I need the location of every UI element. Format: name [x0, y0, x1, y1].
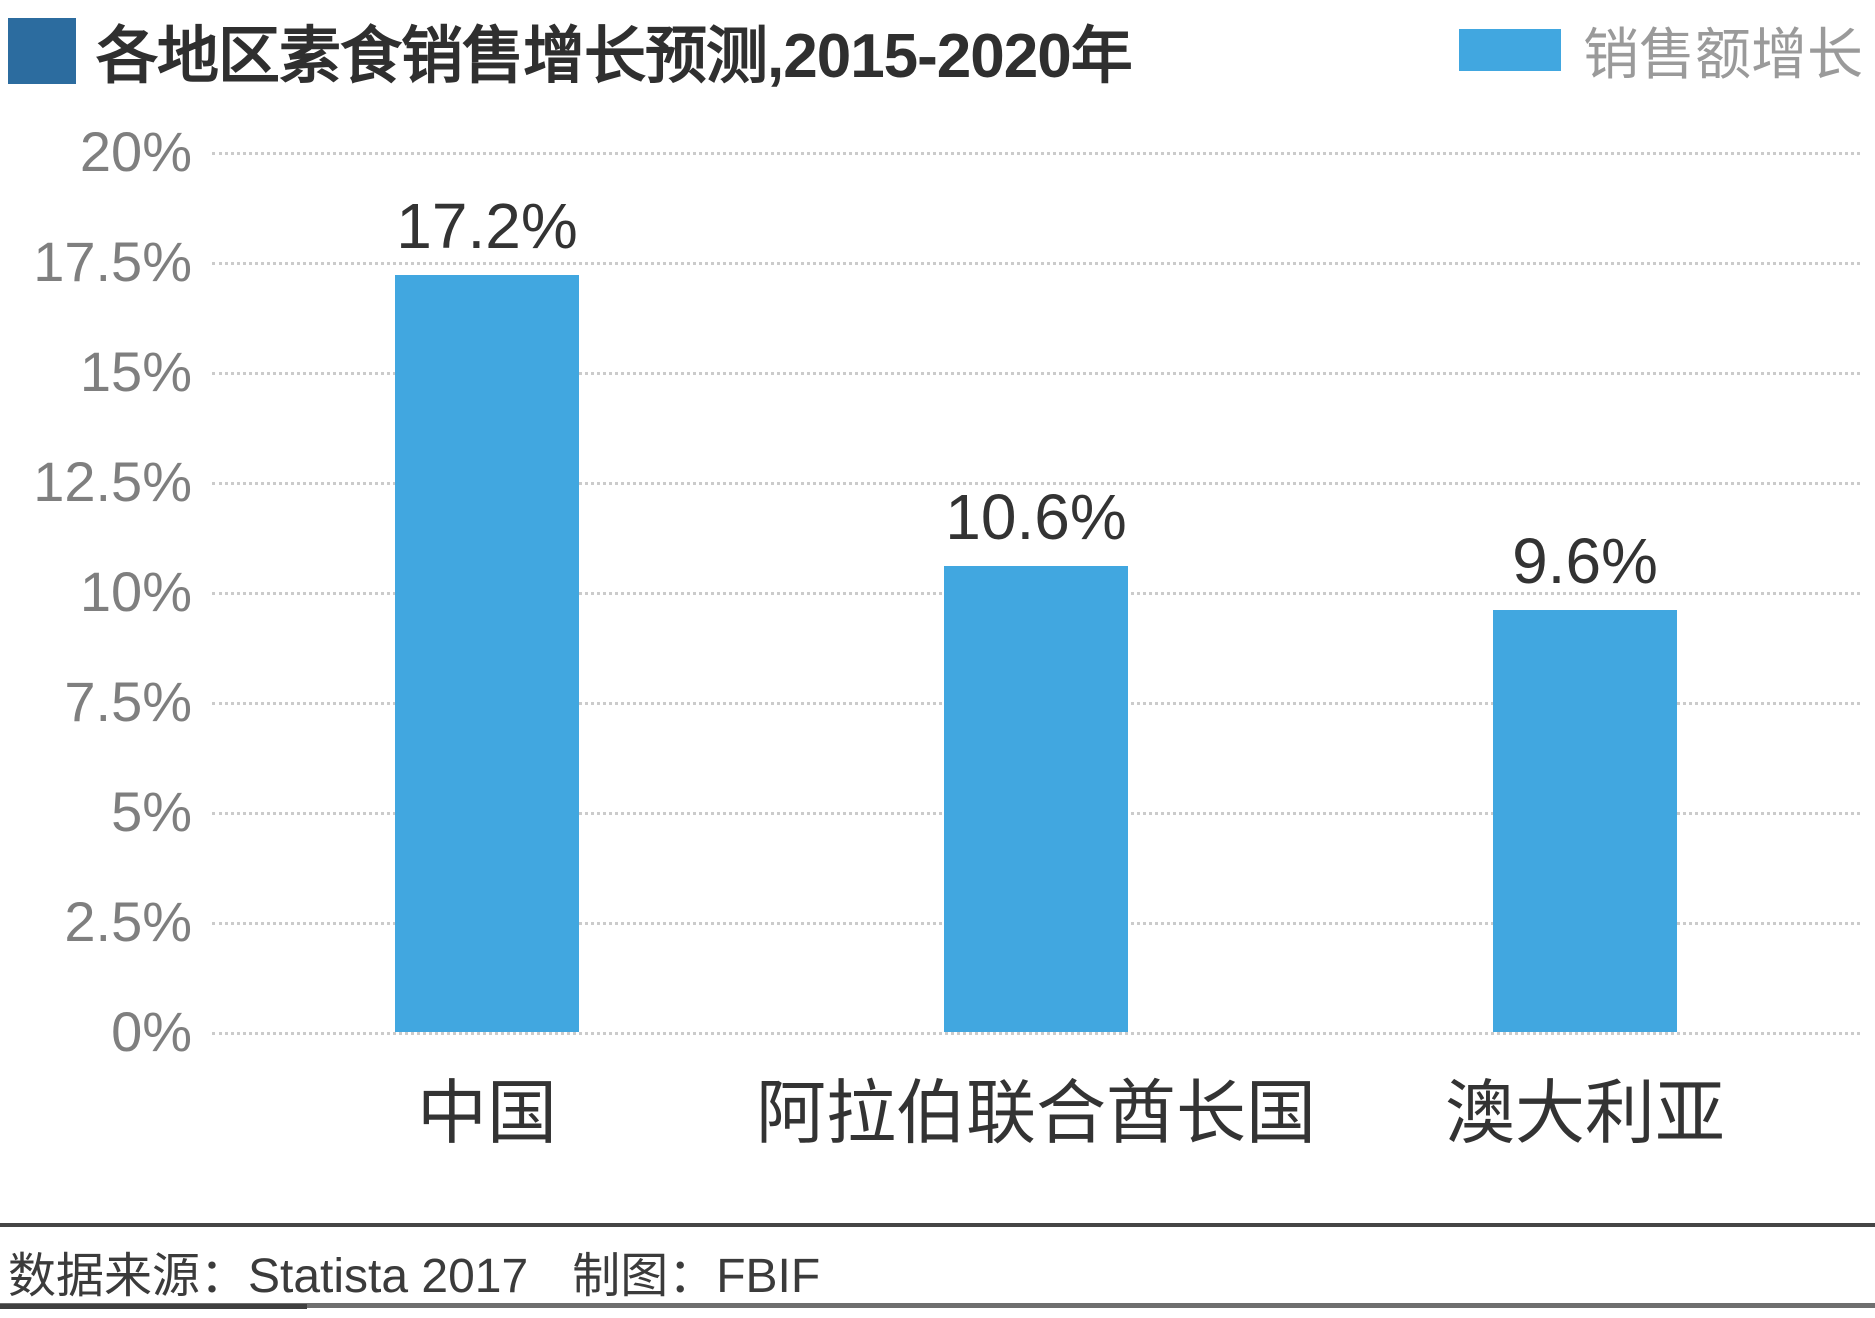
- chart-header: 各地区素食销售增长预测,2015-2020年 销售额增长: [8, 8, 1863, 92]
- y-axis: 20% 17.5% 15% 12.5% 10% 7.5% 5% 2.5% 0%: [0, 120, 192, 1063]
- legend-label: 销售额增长: [1583, 22, 1863, 86]
- gridline: [212, 262, 1860, 265]
- footer-divider-line: [0, 1223, 1875, 1227]
- gridline: [212, 152, 1860, 155]
- footer-bottom-line: [0, 1303, 1875, 1308]
- plot-area: 17.2% 10.6% 9.6%: [212, 152, 1860, 1035]
- x-axis: 中国 阿拉伯联合酋长国 澳大利亚: [212, 1058, 1860, 1178]
- category-label: 中国: [417, 1074, 557, 1152]
- gridline: [212, 482, 1860, 485]
- y-tick-label: 17.5%: [33, 230, 192, 293]
- bar-2: [944, 566, 1128, 1032]
- y-tick-label: 0%: [111, 1000, 192, 1063]
- y-tick-label: 15%: [79, 340, 192, 403]
- legend-swatch: [1459, 29, 1561, 71]
- chart-credit: 制图：FBIF: [572, 1250, 821, 1303]
- bar-value-label: 9.6%: [1512, 525, 1658, 597]
- title-marker-square: [8, 18, 76, 84]
- footer-bottom-line-accent: [0, 1304, 307, 1309]
- bar-value-label: 10.6%: [945, 481, 1127, 553]
- y-tick-label: 20%: [79, 120, 192, 183]
- y-tick-label: 7.5%: [64, 670, 192, 733]
- y-tick-label: 5%: [111, 780, 192, 843]
- data-source: 数据来源：Statista 2017: [8, 1250, 529, 1303]
- y-tick-label: 12.5%: [33, 450, 192, 513]
- chart-title: 各地区素食销售增长预测,2015-2020年: [96, 22, 1133, 91]
- y-tick-label: 2.5%: [64, 890, 192, 953]
- legend: 销售额增长: [1459, 10, 1863, 91]
- gridline: [212, 372, 1860, 375]
- y-tick-label: 10%: [79, 560, 192, 623]
- footer-text: 数据来源：Statista 2017 制图：FBIF: [8, 1236, 820, 1306]
- bar-3: [1493, 610, 1677, 1032]
- bar-1: [395, 275, 579, 1032]
- category-label: 阿拉伯联合酋长国: [756, 1074, 1316, 1152]
- bar-value-label: 17.2%: [396, 190, 578, 262]
- gridline: [212, 1032, 1860, 1035]
- category-label: 澳大利亚: [1445, 1074, 1725, 1152]
